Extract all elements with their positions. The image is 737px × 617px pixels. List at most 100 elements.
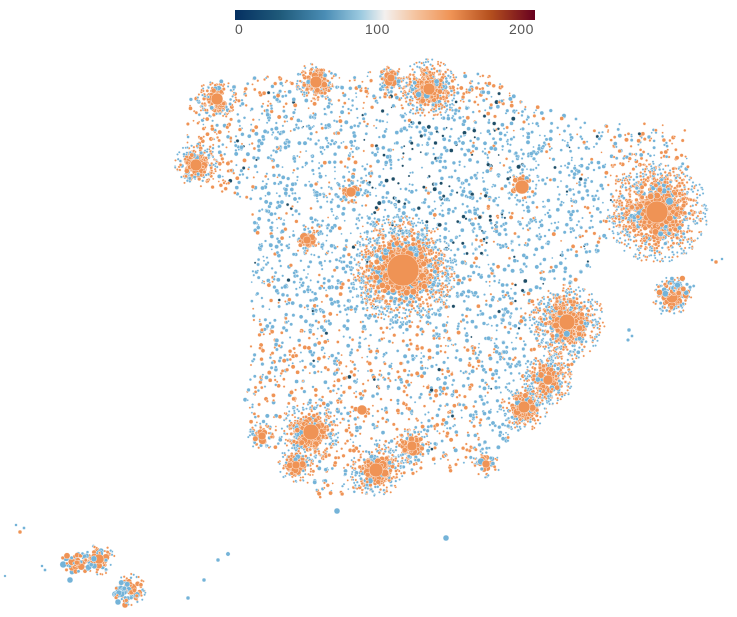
municipality-bubble <box>543 182 548 186</box>
municipality-bubble <box>350 348 354 352</box>
municipality-bubble <box>490 95 493 99</box>
municipality-bubble <box>220 156 225 161</box>
municipality-bubble <box>442 302 446 306</box>
municipality-bubble <box>406 240 411 245</box>
municipality-bubble <box>383 406 388 411</box>
municipality-bubble <box>361 297 364 301</box>
municipality-bubble <box>410 471 416 476</box>
municipality-bubble <box>494 385 499 390</box>
municipality-bubble <box>249 123 253 126</box>
municipality-bubble <box>668 138 672 143</box>
municipality-bubble <box>351 150 355 154</box>
municipality-bubble <box>327 160 332 165</box>
municipality-bubble <box>326 216 330 219</box>
municipality-bubble <box>500 84 504 89</box>
municipality-bubble <box>482 179 486 184</box>
municipality-bubble <box>585 263 590 268</box>
municipality-bubble <box>450 383 454 387</box>
municipality-bubble <box>592 145 596 149</box>
municipality-bubble <box>453 111 458 116</box>
municipality-bubble <box>313 218 318 222</box>
municipality-bubble <box>488 356 493 361</box>
municipality-bubble <box>409 395 413 399</box>
municipality-bubble <box>276 441 280 446</box>
municipality-bubble <box>297 140 302 146</box>
municipality-bubble <box>498 357 503 361</box>
municipality-bubble <box>524 241 527 245</box>
municipality-bubble <box>438 212 442 217</box>
municipality-bubble <box>612 155 616 159</box>
municipality-bubble <box>340 232 343 236</box>
municipality-bubble <box>437 222 442 228</box>
municipality-bubble <box>310 226 314 230</box>
municipality-bubble <box>503 216 507 220</box>
municipality-bubble <box>447 281 451 285</box>
municipality-bubble <box>368 368 374 373</box>
municipality-bubble <box>278 81 284 86</box>
municipality-bubble <box>273 270 278 275</box>
municipality-bubble <box>661 131 664 134</box>
municipality-bubble <box>460 416 464 419</box>
municipality-bubble <box>534 151 539 156</box>
municipality-bubble <box>498 131 503 136</box>
municipality-bubble <box>422 185 426 189</box>
municipality-bubble <box>441 165 446 169</box>
municipality-bubble <box>478 421 482 425</box>
municipality-bubble <box>188 97 193 102</box>
municipality-bubble <box>348 86 353 91</box>
municipality-bubble <box>308 371 312 375</box>
municipality-bubble <box>355 226 360 230</box>
municipality-bubble <box>473 399 478 404</box>
municipality-bubble <box>520 288 525 293</box>
municipality-bubble <box>346 298 351 303</box>
municipality-bubble <box>464 370 468 374</box>
municipality-bubble <box>279 374 282 378</box>
municipality-bubble <box>310 253 313 256</box>
municipality-bubble <box>478 385 482 389</box>
municipality-bubble <box>248 406 252 410</box>
municipality-bubble <box>512 135 516 139</box>
municipality-bubble <box>432 152 436 156</box>
municipality-bubble <box>376 233 381 238</box>
municipality-bubble <box>487 150 491 154</box>
municipality-bubble <box>402 155 405 159</box>
municipality-bubble <box>289 187 295 192</box>
municipality-bubble <box>441 136 447 142</box>
municipality-bubble <box>444 278 448 283</box>
municipality-bubble <box>509 137 514 142</box>
municipality-bubble <box>297 343 302 348</box>
municipality-bubble <box>382 153 386 157</box>
municipality-bubble <box>287 194 291 198</box>
municipality-bubble <box>268 242 274 248</box>
municipality-bubble <box>387 364 393 369</box>
municipality-bubble <box>309 453 313 457</box>
municipality-bubble <box>509 103 515 108</box>
municipality-bubble <box>572 171 578 177</box>
municipality-bubble <box>442 294 446 298</box>
municipality-bubble <box>486 156 490 160</box>
municipality-bubble <box>391 315 395 319</box>
municipality-bubble <box>462 299 467 303</box>
municipality-bubble <box>357 260 361 264</box>
municipality-bubble <box>477 265 481 269</box>
municipality-bubble <box>274 126 279 131</box>
municipality-bubble <box>423 197 428 202</box>
municipality-bubble <box>269 106 274 111</box>
municipality-bubble <box>463 405 469 410</box>
municipality-bubble <box>444 274 448 278</box>
municipality-bubble <box>389 283 394 288</box>
municipality-bubble <box>387 90 391 95</box>
municipality-bubble <box>303 98 309 103</box>
municipality-bubble <box>396 246 400 251</box>
municipality-bubble <box>414 332 420 338</box>
municipality-bubble <box>247 133 252 139</box>
municipality-bubble <box>275 218 279 221</box>
municipality-bubble <box>310 159 314 163</box>
municipality-bubble <box>312 370 317 375</box>
municipality-bubble <box>482 140 488 146</box>
municipality-bubble <box>396 385 402 391</box>
municipality-bubble <box>369 78 374 83</box>
municipality-bubble <box>444 247 448 251</box>
municipality-bubble <box>508 92 511 95</box>
municipality-bubble <box>356 116 359 120</box>
